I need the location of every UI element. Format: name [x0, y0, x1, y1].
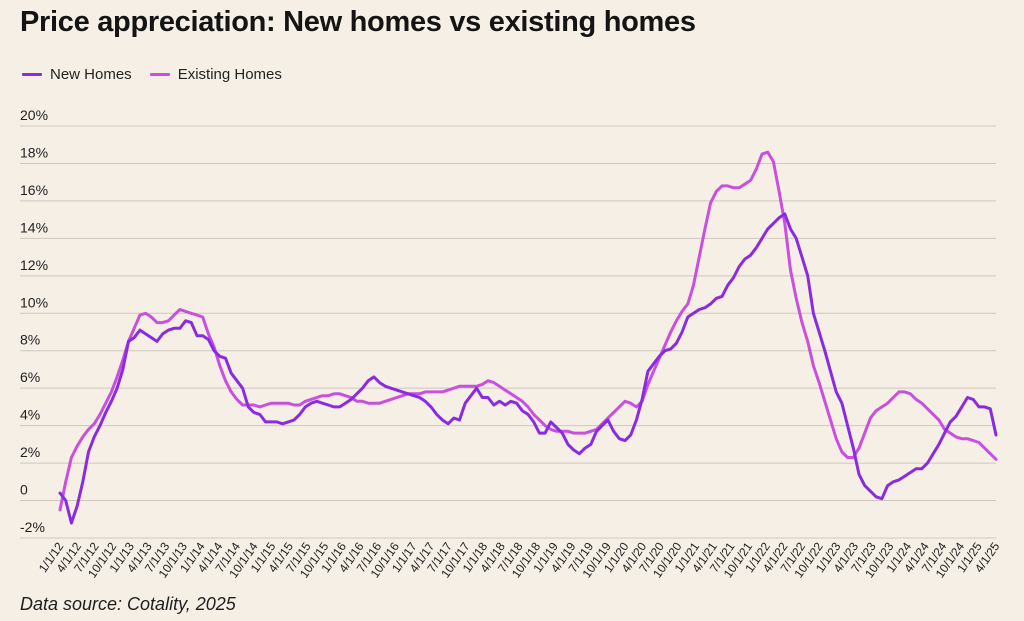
y-tick-label: 14%	[20, 219, 48, 235]
gridlines	[20, 125, 996, 539]
data-source-note: Data source: Cotality, 2025	[20, 594, 236, 614]
y-tick-label: 10%	[20, 294, 48, 310]
legend-swatch-new-homes	[22, 73, 42, 76]
y-tick-label: 2%	[20, 444, 40, 460]
y-tick-label: 4%	[20, 407, 40, 423]
y-tick-label: 16%	[20, 182, 48, 198]
chart-title: Price appreciation: New homes vs existin…	[20, 6, 696, 38]
series-line-new-homes	[58, 212, 998, 525]
legend: New Homes Existing Homes	[22, 66, 282, 83]
y-tick-label: 0	[20, 482, 28, 498]
y-tick-label: 18%	[20, 144, 48, 160]
legend-label-new-homes: New Homes	[50, 66, 132, 83]
legend-swatch-existing-homes	[149, 73, 170, 76]
legend-label-existing-homes: Existing Homes	[177, 66, 282, 83]
legend-item-new-homes: New Homes	[22, 66, 132, 83]
y-tick-label: 8%	[20, 332, 40, 348]
y-tick-label: -2%	[20, 519, 45, 535]
series-lines	[58, 150, 998, 525]
y-tick-label: 6%	[20, 369, 40, 385]
y-axis-tick-labels: -2% 0 2% 4% 6% 8% 10% 12% 14% 16% 18% 20%	[20, 107, 48, 535]
y-tick-label: 12%	[20, 257, 48, 273]
legend-item-existing-homes: Existing Homes	[149, 66, 282, 83]
y-tick-label: 20%	[20, 107, 48, 123]
x-axis-tick-labels: 1/1/124/1/127/1/1210/1/121/1/134/1/137/1…	[36, 539, 1003, 580]
